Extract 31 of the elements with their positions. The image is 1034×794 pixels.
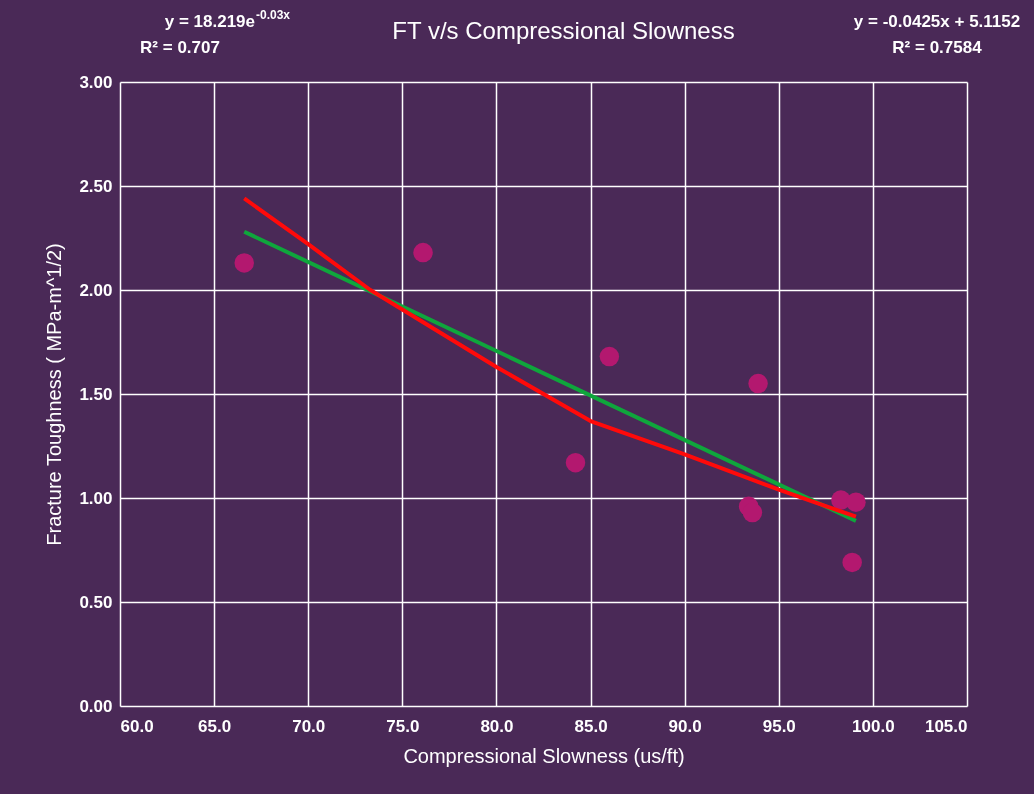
x-axis-title: Compressional Slowness (us/ft)	[403, 744, 685, 767]
y-axis-title: Fracture Toughness ( MPa-m^1/2)	[43, 243, 66, 546]
x-tick-label: 100.0	[852, 716, 895, 736]
x-tick-label: 65.0	[198, 716, 232, 736]
chart-title: FT v/s Compressional Slowness	[392, 17, 735, 44]
point	[599, 346, 620, 367]
point	[842, 552, 862, 573]
y-tick-label: 2.50	[79, 176, 113, 196]
x-tick-label: 70.0	[292, 716, 326, 736]
point	[748, 373, 768, 394]
point	[742, 502, 763, 523]
point	[846, 492, 866, 512]
x-tick-label: 85.0	[574, 716, 608, 736]
x-tick-label: 60.0	[120, 716, 154, 736]
point	[565, 452, 586, 473]
y-tick-label: 2.00	[79, 280, 113, 300]
x-tick-label: 105.0	[924, 716, 968, 736]
x-tick-label: 75.0	[386, 716, 420, 736]
y-tick-label: 0.00	[79, 696, 113, 716]
y-tick-label: 3.00	[79, 72, 113, 92]
y-tick-label: 1.00	[79, 488, 113, 508]
text: R² = 0.707	[140, 38, 220, 57]
text: y = -0.0425x + 5.1152	[853, 12, 1021, 31]
point	[413, 242, 433, 263]
x-tick-label: 80.0	[480, 716, 514, 736]
y-tick-label: 1.50	[79, 384, 113, 404]
x-tick-label: 90.0	[668, 716, 702, 736]
y-tick-label: 0.50	[79, 592, 113, 612]
x-tick-label: 95.0	[762, 716, 796, 736]
text: R² = 0.7584	[892, 38, 983, 57]
point	[234, 253, 254, 273]
